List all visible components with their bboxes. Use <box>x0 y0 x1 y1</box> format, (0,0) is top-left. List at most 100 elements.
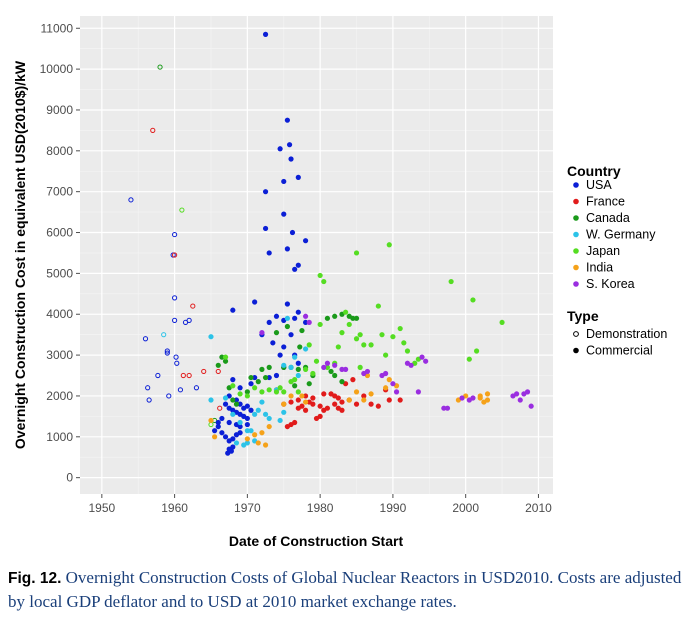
data-point <box>142 336 149 342</box>
legend-swatch <box>573 231 579 238</box>
legend-label: Japan <box>586 244 620 258</box>
data-point <box>310 395 316 401</box>
legend-swatch <box>573 182 579 188</box>
y-tick-label: 7000 <box>46 185 73 199</box>
legend-country-entries: USA France Canada W. Germany Japan India S. Ko… <box>573 178 656 291</box>
data-point <box>408 362 414 368</box>
data-point <box>262 374 269 381</box>
data-point <box>273 372 280 379</box>
data-point <box>353 315 360 321</box>
data-point <box>255 379 261 385</box>
data-point <box>172 295 178 301</box>
data-point <box>186 372 192 379</box>
x-tick-label: 1950 <box>88 501 115 515</box>
data-point <box>226 419 232 426</box>
data-point <box>281 401 287 407</box>
data-point <box>172 231 178 238</box>
data-point <box>423 358 429 364</box>
data-point <box>313 358 320 364</box>
data-point <box>484 397 491 403</box>
legend-label: Canada <box>586 211 630 225</box>
data-point <box>310 401 316 407</box>
data-point <box>172 252 178 258</box>
data-point <box>328 368 334 375</box>
x-axis-ticks: 1950 1960 1970 1980 1990 2000 2010 <box>88 494 552 515</box>
data-point <box>248 407 254 413</box>
data-point <box>157 64 163 70</box>
data-point <box>295 262 301 268</box>
data-point <box>173 354 179 360</box>
data-point <box>146 397 152 403</box>
data-point <box>361 397 367 403</box>
data-point <box>259 399 265 405</box>
data-point <box>332 401 338 407</box>
data-point <box>244 428 250 434</box>
legend-label: USA <box>586 178 612 192</box>
data-point <box>259 366 265 372</box>
legend-country-title: Country <box>567 163 621 179</box>
data-points <box>128 31 534 456</box>
legend-swatch <box>573 198 579 205</box>
data-point <box>295 174 301 180</box>
data-point <box>321 364 327 370</box>
data-point <box>302 346 309 352</box>
legend-label: Demonstration <box>586 327 667 341</box>
data-point <box>230 307 236 313</box>
data-point <box>284 423 290 430</box>
legend-swatch <box>573 264 579 271</box>
data-point <box>383 370 389 377</box>
data-point <box>324 405 331 411</box>
data-point <box>219 430 225 436</box>
data-point <box>284 323 290 330</box>
data-point <box>277 352 283 358</box>
data-point <box>306 319 312 326</box>
data-point <box>339 366 345 372</box>
y-tick-label: 1000 <box>46 430 73 444</box>
data-point <box>237 423 243 430</box>
data-point <box>128 197 134 203</box>
data-point <box>252 432 258 438</box>
data-point <box>361 393 367 399</box>
data-point <box>212 434 218 440</box>
data-point <box>281 344 287 350</box>
data-point <box>313 415 320 422</box>
data-point <box>470 297 476 303</box>
data-point <box>281 211 287 217</box>
x-tick-label: 2000 <box>452 501 479 515</box>
data-point <box>248 381 254 387</box>
data-point <box>310 370 316 377</box>
data-point <box>177 387 184 393</box>
data-point <box>244 421 250 428</box>
data-point <box>145 385 151 391</box>
data-point <box>292 377 298 383</box>
data-point <box>228 448 234 454</box>
x-axis-title: Date of Construction Start <box>229 533 404 549</box>
data-point <box>353 389 360 395</box>
legend-swatch <box>573 215 579 221</box>
data-point <box>266 387 272 393</box>
data-point <box>383 352 389 358</box>
data-point <box>155 372 161 379</box>
data-point <box>284 315 290 321</box>
data-point <box>332 313 338 319</box>
x-tick-label: 1970 <box>234 501 261 515</box>
data-point <box>237 401 243 407</box>
figure-caption: Fig. 12. Overnight Construction Costs of… <box>8 566 684 613</box>
data-point <box>386 242 392 248</box>
data-point <box>448 278 454 285</box>
data-point <box>295 389 301 395</box>
data-point <box>368 391 374 397</box>
data-point <box>244 415 250 422</box>
data-point <box>332 362 338 368</box>
data-point <box>292 383 298 389</box>
data-point <box>208 397 214 403</box>
data-point <box>281 178 287 185</box>
data-point <box>230 411 236 417</box>
legend: Country USA France Canada W. Germany Japan In… <box>567 163 667 358</box>
data-point <box>306 381 312 387</box>
data-point <box>346 397 352 403</box>
y-tick-label: 10000 <box>40 62 74 76</box>
data-point <box>233 440 240 446</box>
data-point <box>459 395 465 401</box>
data-point <box>237 385 243 391</box>
